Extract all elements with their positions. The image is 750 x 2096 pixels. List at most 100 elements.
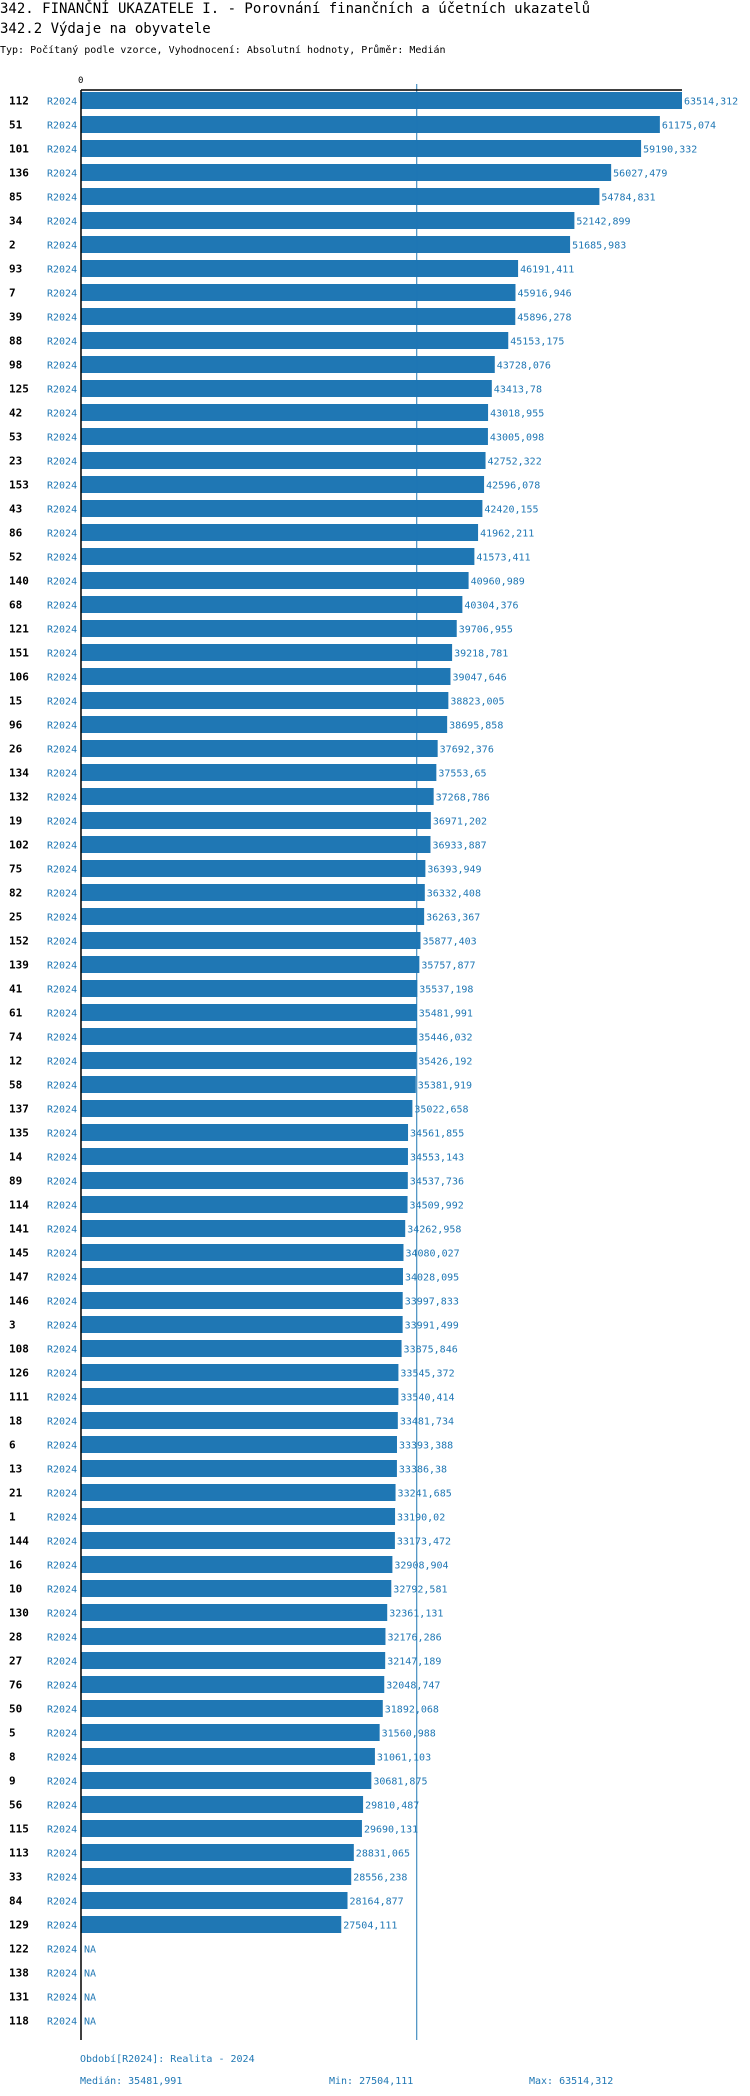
row-period-label: R2024 [47,385,77,396]
bar [81,1076,416,1093]
bar-value-label: 35022,658 [414,1105,468,1116]
row-period-label: R2024 [47,1153,77,1164]
footer-median: Medián: 35481,991 [80,2076,183,2087]
row-period-label: R2024 [47,1321,77,1332]
row-period-label: R2024 [47,1201,77,1212]
bar [81,548,475,565]
bar [81,1748,375,1765]
bar [81,716,448,733]
row-period-label: R2024 [47,1561,77,1572]
row-period-label: R2024 [47,1009,77,1020]
row-id-label: 139 [9,959,29,972]
row-id-label: 50 [9,1703,22,1716]
row-id-label: 15 [9,695,22,708]
row-id-label: 1 [9,1511,16,1524]
row-period-label: R2024 [47,1849,77,1860]
bar [81,668,451,685]
bar-value-label: 33481,734 [400,1417,454,1428]
row-period-label: R2024 [47,313,77,324]
bar-value-label: 39706,955 [459,625,513,636]
axis-tick-label: 0 [78,76,83,86]
row-id-label: 147 [9,1271,29,1284]
bar [81,788,434,805]
row-id-label: 135 [9,1127,29,1140]
bar-value-label: 34262,958 [407,1225,461,1236]
bar [81,1868,352,1885]
row-period-label: R2024 [47,1897,77,1908]
row-period-label: R2024 [47,1225,77,1236]
row-id-label: 131 [9,1991,29,2004]
bar-value-label: 28556,238 [353,1873,407,1884]
row-id-label: 39 [9,311,22,324]
bar-value-label: 34537,736 [410,1177,464,1188]
row-period-label: R2024 [47,745,77,756]
bar [81,1244,404,1261]
bar-value-label: 30681,875 [373,1777,427,1788]
bar-value-label: 35426,192 [418,1057,472,1068]
row-period-label: R2024 [47,481,77,492]
bar [81,164,612,181]
bar-value-label: 27504,111 [343,1921,397,1932]
row-period-label: R2024 [47,265,77,276]
row-period-label: R2024 [47,505,77,516]
bar [81,1844,354,1861]
row-period-label: R2024 [47,361,77,372]
row-id-label: 28 [9,1631,22,1644]
bar [81,1292,403,1309]
row-id-label: 152 [9,935,29,948]
row-period-label: R2024 [47,865,77,876]
footer-period: Období[R2024]: Realita - 2024 [80,2054,255,2065]
row-id-label: 108 [9,1343,29,1356]
row-id-label: 125 [9,383,29,396]
bar [81,812,431,829]
row-id-label: 93 [9,263,22,276]
row-id-label: 118 [9,2015,29,2028]
bar-value-label: 32048,747 [386,1681,440,1692]
bar [81,596,463,613]
bar-value-label: 28831,065 [356,1849,410,1860]
row-id-label: 121 [9,623,29,636]
row-id-label: 43 [9,503,22,516]
bar-value-label: 56027,479 [613,169,667,180]
row-id-label: 58 [9,1079,22,1092]
row-id-label: 18 [9,1415,22,1428]
bar-value-label: 42752,322 [488,457,542,468]
bar-value-label: 52142,899 [576,217,630,228]
bar [81,1388,399,1405]
row-id-label: 145 [9,1247,29,1260]
row-id-label: 111 [9,1391,29,1404]
bar [81,884,425,901]
bar-value-label: NA [84,1945,96,1956]
row-period-label: R2024 [47,1513,77,1524]
row-id-label: 26 [9,743,23,756]
row-id-label: 114 [9,1199,29,1212]
row-period-label: R2024 [47,793,77,804]
row-period-label: R2024 [47,913,77,924]
row-period-label: R2024 [47,817,77,828]
row-period-label: R2024 [47,1369,77,1380]
page-title: 342. FINANČNÍ UKAZATELE I. - Porovnání f… [0,1,591,17]
bar [81,1124,409,1141]
bar-value-label: 36393,949 [427,865,481,876]
row-period-label: R2024 [47,1945,77,1956]
row-period-label: R2024 [47,577,77,588]
bar [81,1028,417,1045]
row-period-label: R2024 [47,97,77,108]
row-period-label: R2024 [47,1177,77,1188]
bar-value-label: 42596,078 [486,481,540,492]
bar [81,236,571,253]
row-period-label: R2024 [47,1345,77,1356]
row-id-label: 86 [9,527,23,540]
row-id-label: 16 [9,1559,23,1572]
bar [81,1772,372,1789]
row-id-label: 10 [9,1583,22,1596]
row-period-label: R2024 [47,721,77,732]
row-id-label: 3 [9,1319,16,1332]
bar-value-label: 35381,919 [418,1081,472,1092]
row-period-label: R2024 [47,1297,77,1308]
row-period-label: R2024 [47,1585,77,1596]
bar-value-label: 33545,372 [400,1369,454,1380]
bar [81,1316,403,1333]
row-id-label: 144 [9,1535,29,1548]
bar [81,1484,396,1501]
